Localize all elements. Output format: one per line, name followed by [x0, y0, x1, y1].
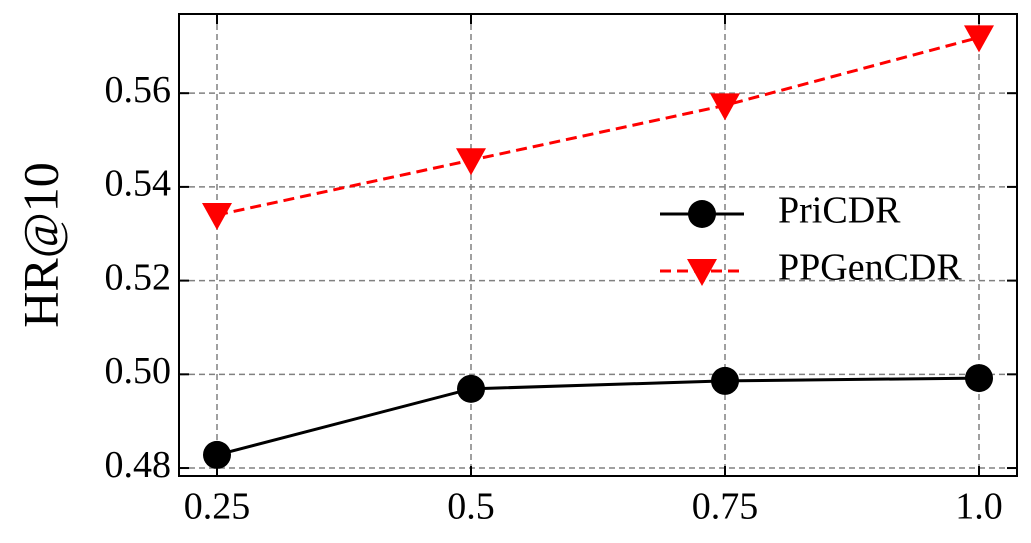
series-line	[216, 376, 980, 457]
x-tick-label: 0.25	[184, 486, 251, 528]
x-tick-label: 0.75	[692, 486, 759, 528]
plot-frame	[178, 13, 1018, 477]
legend-label: PriCDR	[778, 190, 901, 232]
point	[710, 93, 741, 121]
point	[711, 366, 740, 395]
y-tick-label: 0.50	[105, 350, 172, 392]
point	[456, 374, 485, 403]
legend-label: PPGenCDR	[778, 247, 962, 289]
y-tick-label: 0.48	[105, 444, 172, 486]
point	[965, 364, 994, 393]
point	[964, 25, 995, 53]
x-tick-label: 0.5	[447, 486, 495, 528]
y-axis-label: HR@10	[12, 162, 68, 328]
y-tick-label: 0.56	[105, 69, 172, 111]
point	[455, 148, 486, 176]
point	[202, 440, 231, 469]
series-line	[216, 35, 980, 217]
x-tick-label: 1.0	[955, 486, 1003, 528]
legend-marker	[688, 200, 716, 228]
y-tick-label: 0.54	[105, 163, 172, 205]
point	[201, 203, 232, 231]
y-tick-label: 0.52	[105, 256, 172, 298]
legend-marker	[687, 259, 717, 286]
